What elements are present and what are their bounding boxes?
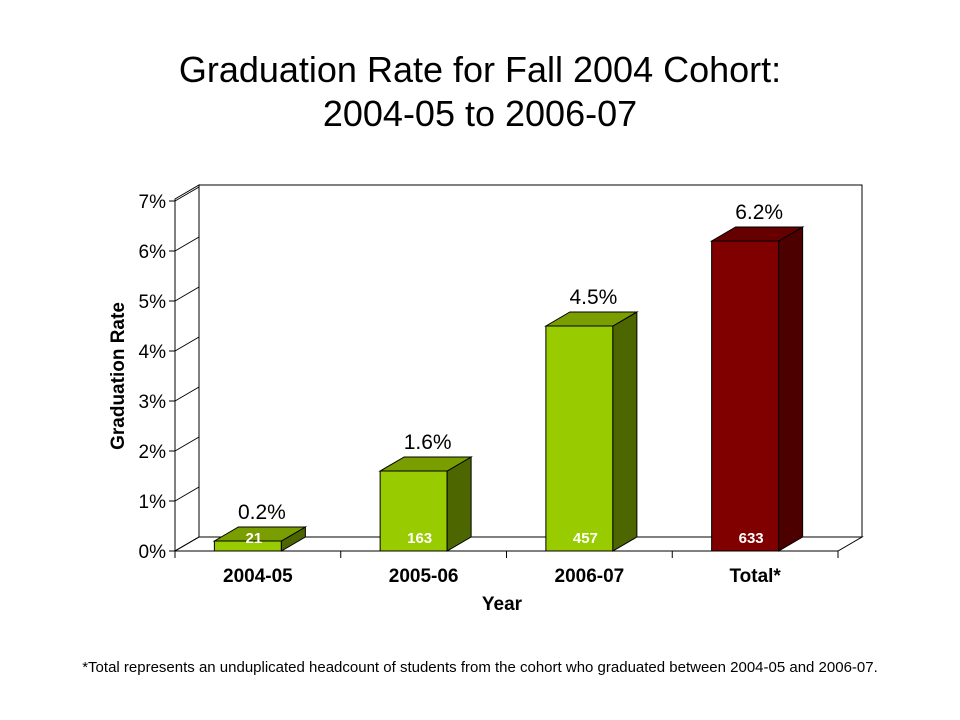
data-label-2: 1.6% (404, 431, 452, 454)
bar-top-2 (378, 456, 473, 472)
count-label-1: 21 (246, 530, 263, 547)
y-tick-depth (174, 386, 200, 402)
count-label-3: 457 (573, 530, 598, 547)
x-axis-title: Year (482, 594, 523, 615)
bar-side-3 (612, 311, 638, 552)
category-label-1: 2004-05 (223, 566, 293, 587)
data-label-3: 4.5% (569, 286, 617, 309)
y-tick-label: 6% (139, 242, 167, 263)
bar-3 (545, 325, 614, 552)
y-tick-label: 1% (139, 492, 167, 513)
y-tick-depth (174, 436, 200, 452)
y-tick-label: 2% (139, 442, 167, 463)
data-label-1: 0.2% (238, 501, 286, 524)
bar-side-4 (778, 226, 804, 552)
y-tick-depth (174, 536, 200, 552)
count-label-4: 633 (739, 530, 764, 547)
y-tick-label: 5% (139, 292, 167, 313)
chart-title: Graduation Rate for Fall 2004 Cohort: 20… (0, 48, 960, 136)
bar-top-1 (212, 526, 308, 542)
footnote: *Total represents an unduplicated headco… (82, 659, 878, 676)
category-label-4: Total* (729, 566, 781, 587)
y-tick-label: 7% (139, 192, 167, 213)
y-tick-label: 0% (139, 542, 167, 563)
chart-title-line-1: Graduation Rate for Fall 2004 Cohort: (178, 49, 782, 90)
data-label-4: 6.2% (735, 201, 783, 224)
y-axis-title: Graduation Rate (108, 302, 129, 450)
category-label-2: 2005-06 (389, 566, 459, 587)
y-tick-depth (174, 336, 200, 352)
y-tick-label: 3% (139, 392, 167, 413)
bar-4 (711, 240, 780, 552)
side-wall (174, 184, 200, 552)
count-label-2: 163 (407, 530, 432, 547)
y-tick-depth (174, 236, 200, 252)
y-tick-depth (174, 186, 200, 202)
chart-title-line-2: 2004-05 to 2006-07 (322, 93, 638, 134)
bar-2 (379, 470, 448, 552)
y-tick-depth (174, 286, 200, 302)
y-tick-depth (174, 486, 200, 502)
y-tick-label: 4% (139, 342, 167, 363)
bar-side-2 (446, 456, 472, 552)
bar-top-3 (544, 311, 639, 327)
category-label-3: 2006-07 (555, 566, 625, 587)
bar-top-4 (709, 226, 805, 242)
